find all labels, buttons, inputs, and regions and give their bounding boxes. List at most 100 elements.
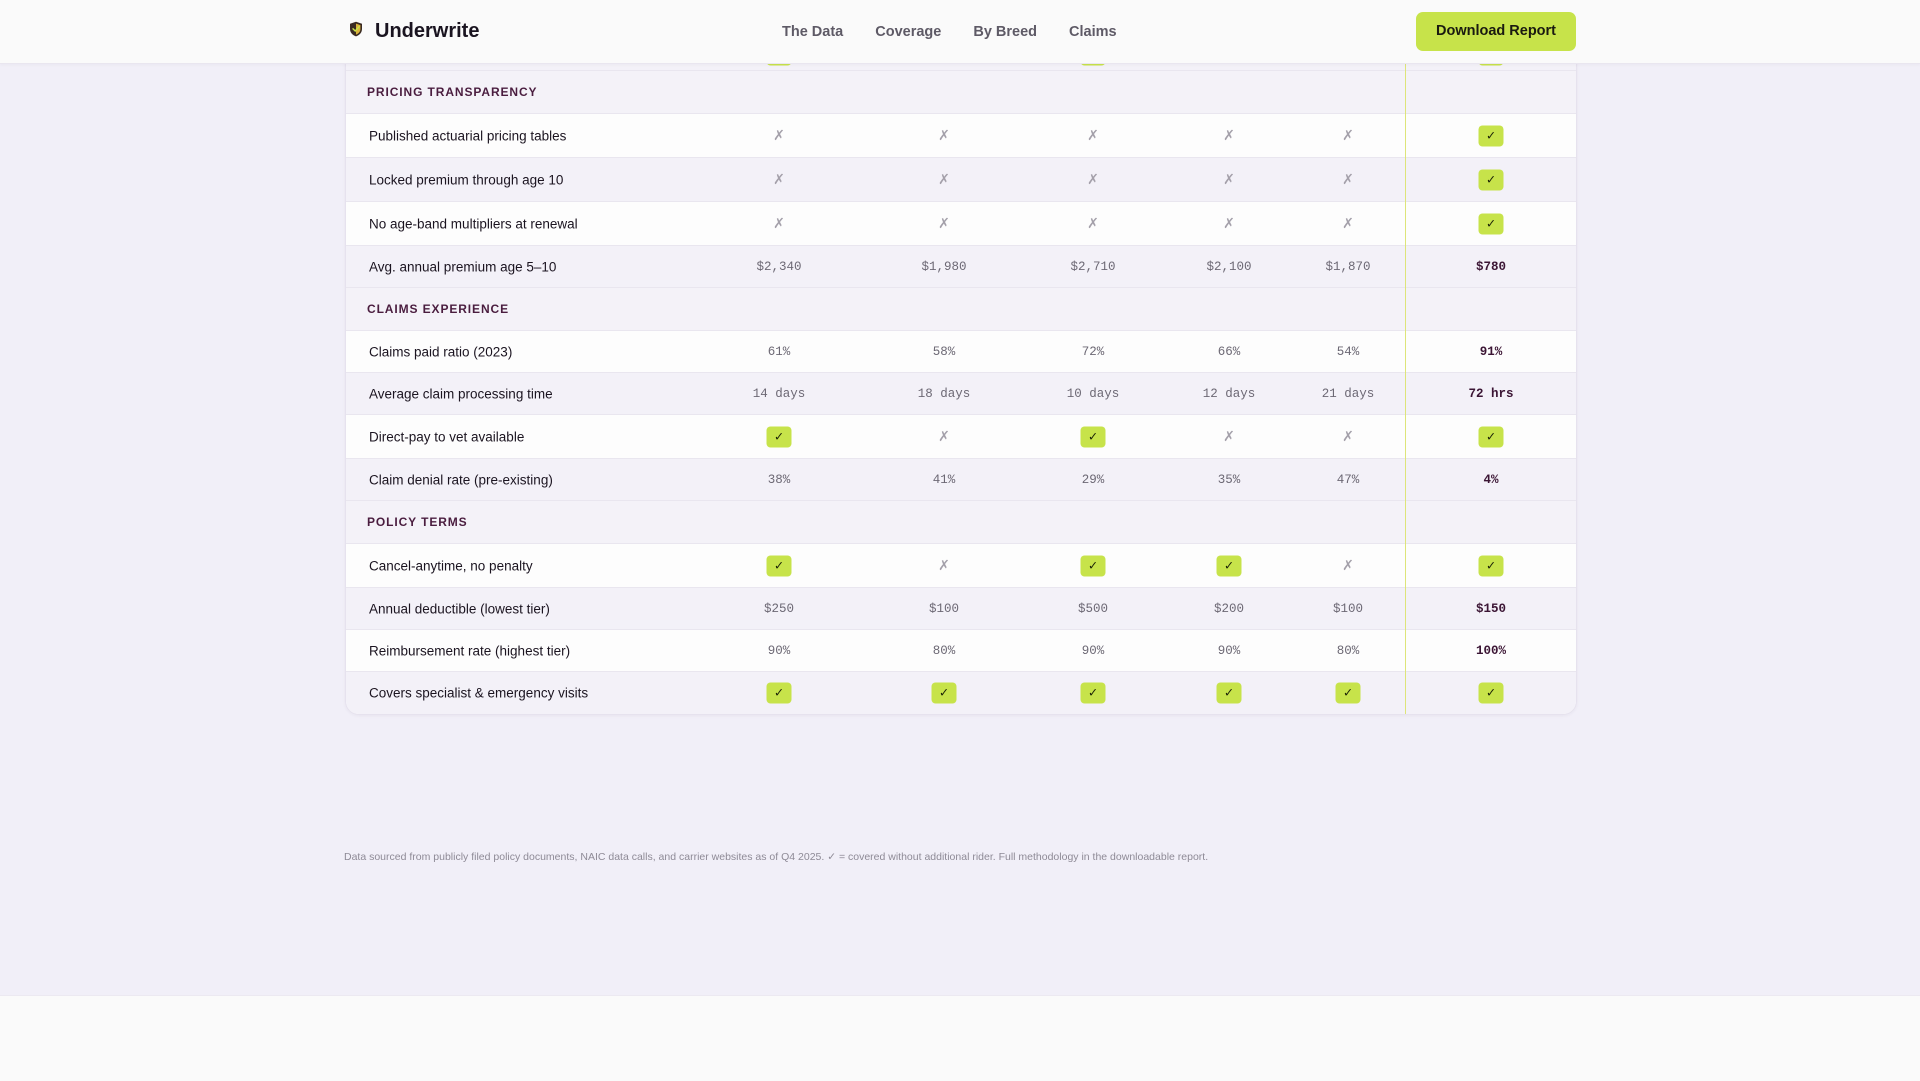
section-header-row: POLICY TERMS — [346, 501, 1576, 544]
feature-label: Average claim processing time — [369, 386, 553, 401]
cross-icon: ✗ — [938, 215, 950, 232]
table-cell: ✓ — [1080, 555, 1106, 576]
table-row: Published actuarial pricing tables ✗ ✗ ✗ ✗ ✗ ✓ — [346, 114, 1576, 158]
cross-icon: ✗ — [1087, 215, 1099, 232]
table-cell: ✓ — [1478, 125, 1504, 146]
table-cell: $150 — [1475, 601, 1507, 616]
cross-icon: ✗ — [938, 171, 950, 188]
nav-link-the-data[interactable]: The Data — [782, 23, 844, 40]
table-row: Locked premium through age 10 ✗ ✗ ✗ ✗ ✗ ✓ — [346, 158, 1576, 202]
table-cell: $250 — [763, 601, 795, 616]
feature-label: No age-band multipliers at renewal — [369, 216, 578, 231]
cross-icon: ✗ — [1223, 215, 1235, 232]
table-cell: 54% — [1336, 344, 1360, 359]
table-cell: 21 days — [1321, 386, 1375, 401]
table-cell: 41% — [932, 472, 956, 487]
table-cell: 90% — [767, 643, 791, 658]
table-cell: 58% — [932, 344, 956, 359]
table-cell: $2,710 — [1070, 259, 1116, 274]
cross-icon: ✗ — [773, 215, 785, 232]
table-row: Claim denial rate (pre-existing) 38% 41% 29… — [346, 459, 1576, 501]
brand-name: Underwrite — [375, 20, 480, 42]
feature-label: Claims paid ratio (2023) — [369, 344, 513, 359]
table-cell: 80% — [932, 643, 956, 658]
table-cell: 47% — [1336, 472, 1360, 487]
nav-link-coverage[interactable]: Coverage — [875, 23, 942, 40]
nav-link-claims[interactable]: Claims — [1069, 23, 1117, 40]
table-row: Covers specialist & emergency visits ✓ ✓ ✓ ✓… — [346, 672, 1576, 714]
table-cell: ✓ — [1478, 169, 1504, 190]
table-row: Direct-pay to vet available ✓ ✗ ✓ ✗ ✗ ✓ — [346, 415, 1576, 459]
nav-link-by-breed[interactable]: By Breed — [973, 23, 1038, 40]
check-icon: ✓ — [766, 682, 792, 704]
feature-label: Direct-pay to vet available — [369, 429, 525, 444]
table-cell: $100 — [1332, 601, 1364, 616]
check-icon: ✓ — [766, 555, 792, 576]
check-icon: ✓ — [1478, 213, 1504, 234]
feature-label: Avg. annual premium age 5–10 — [369, 259, 557, 274]
table-row: No age-band multipliers at renewal ✗ ✗ ✗ ✗ ✗ ✓ — [346, 202, 1576, 246]
feature-label: Cancel-anytime, no penalty — [369, 558, 533, 573]
cross-icon: ✗ — [1223, 127, 1235, 144]
section-label: CLAIMS EXPERIENCE — [367, 302, 509, 316]
table-cell: 4% — [1483, 472, 1499, 487]
check-icon: ✓ — [1478, 682, 1504, 704]
check-icon: ✓ — [1478, 125, 1504, 146]
data-source-footnote: Data sourced from publicly filed policy … — [344, 851, 1209, 863]
check-icon: ✓ — [1478, 555, 1504, 576]
table-cell: 14 days — [752, 386, 806, 401]
comparison-table: ✓ ✓ ✓ PRICING TRANSPARENCY Published actuari… — [345, 40, 1577, 715]
table-body: ✓ ✓ ✓ PRICING TRANSPARENCY Published actuari… — [346, 40, 1576, 714]
table-cell: $200 — [1213, 601, 1245, 616]
table-cell: 66% — [1217, 344, 1241, 359]
feature-label: Published actuarial pricing tables — [369, 128, 567, 143]
table-row: Average claim processing time 14 days 18 d… — [346, 373, 1576, 415]
table-cell: ✓ — [1216, 555, 1242, 576]
table-cell: ✓ — [1478, 682, 1504, 704]
table-cell: 72% — [1081, 344, 1105, 359]
check-icon: ✓ — [1216, 555, 1242, 576]
cross-icon: ✗ — [773, 127, 785, 144]
table-cell: ✓ — [766, 682, 792, 704]
table-row: Avg. annual premium age 5–10 $2,340 $1,980… — [346, 246, 1576, 288]
check-icon: ✓ — [1080, 426, 1106, 447]
section-label: POLICY TERMS — [367, 515, 468, 529]
cross-icon: ✗ — [938, 428, 950, 445]
cross-icon: ✗ — [1342, 428, 1354, 445]
table-cell: 80% — [1336, 643, 1360, 658]
check-icon: ✓ — [766, 426, 792, 447]
table-cell: ✓ — [1216, 682, 1242, 704]
feature-label: Covers specialist & emergency visits — [369, 685, 589, 701]
table-cell: 90% — [1217, 643, 1241, 658]
shield-icon — [349, 21, 363, 42]
top-nav-bar: Underwrite The Data Coverage By Breed Cl… — [0, 0, 1920, 64]
download-report-button[interactable]: Download Report — [1416, 12, 1576, 51]
table-cell: $2,340 — [756, 259, 802, 274]
cross-icon: ✗ — [938, 127, 950, 144]
brand-logo-link[interactable]: Underwrite — [349, 0, 479, 63]
table-cell: $1,870 — [1325, 259, 1371, 274]
table-cell: ✓ — [1478, 213, 1504, 234]
table-cell: $100 — [928, 601, 960, 616]
cross-icon: ✗ — [1342, 127, 1354, 144]
table-cell: 29% — [1081, 472, 1105, 487]
cross-icon: ✗ — [1342, 171, 1354, 188]
check-icon: ✓ — [1335, 682, 1361, 704]
table-cell: 91% — [1479, 344, 1503, 359]
section-label: PRICING TRANSPARENCY — [367, 85, 538, 99]
table-row: Cancel-anytime, no penalty ✓ ✗ ✓ ✓ ✗ ✓ — [346, 544, 1576, 588]
table-cell: ✓ — [766, 426, 792, 447]
feature-label: Claim denial rate (pre-existing) — [369, 472, 553, 487]
table-cell: 90% — [1081, 643, 1105, 658]
table-cell: 10 days — [1066, 386, 1120, 401]
check-icon: ✓ — [931, 682, 957, 704]
cross-icon: ✗ — [1223, 428, 1235, 445]
table-row: Annual deductible (lowest tier) $250 $100 $… — [346, 588, 1576, 630]
table-cell: 61% — [767, 344, 791, 359]
cross-icon: ✗ — [773, 171, 785, 188]
table-cell: ✓ — [1478, 555, 1504, 576]
table-cell: ✓ — [1080, 682, 1106, 704]
table-cell: ✓ — [931, 682, 957, 704]
table-cell: ✓ — [1478, 426, 1504, 447]
page-footer-area — [0, 995, 1920, 1081]
